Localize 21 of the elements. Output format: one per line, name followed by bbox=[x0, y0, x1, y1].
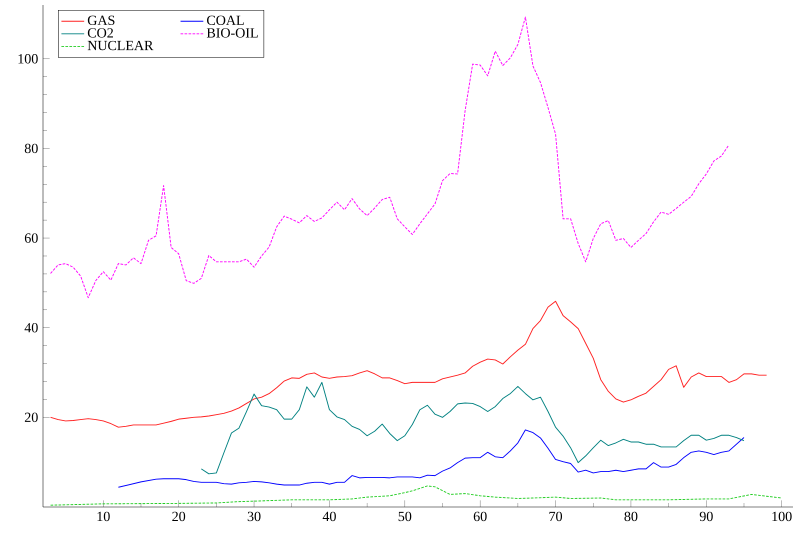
line-series bbox=[50, 485, 782, 506]
y-tick-label: 80 bbox=[24, 144, 38, 154]
x-tick-label: 40 bbox=[322, 512, 336, 522]
legend-label: CO2 bbox=[88, 28, 113, 38]
legend-label: BIO-OIL bbox=[206, 28, 258, 38]
x-tick-label: 90 bbox=[700, 512, 713, 522]
x-tick-label: 10 bbox=[98, 512, 110, 522]
y-tick-label: 20 bbox=[24, 412, 38, 422]
x-tick-label: 100 bbox=[772, 512, 792, 522]
legend-label: GAS bbox=[88, 16, 114, 26]
legend-label: NUCLEAR bbox=[88, 40, 154, 50]
y-tick-label: 60 bbox=[24, 233, 38, 243]
x-tick-label: 30 bbox=[248, 512, 261, 522]
x-tick-label: 50 bbox=[398, 512, 412, 522]
x-tick-label: 70 bbox=[549, 512, 562, 522]
legend-label: COAL bbox=[207, 16, 244, 26]
x-tick-label: 20 bbox=[172, 512, 186, 522]
y-tick-label: 40 bbox=[24, 322, 38, 332]
x-tick-label: 60 bbox=[474, 512, 487, 522]
x-tick-label: 80 bbox=[624, 512, 638, 522]
y-tick-label: 100 bbox=[18, 54, 38, 64]
